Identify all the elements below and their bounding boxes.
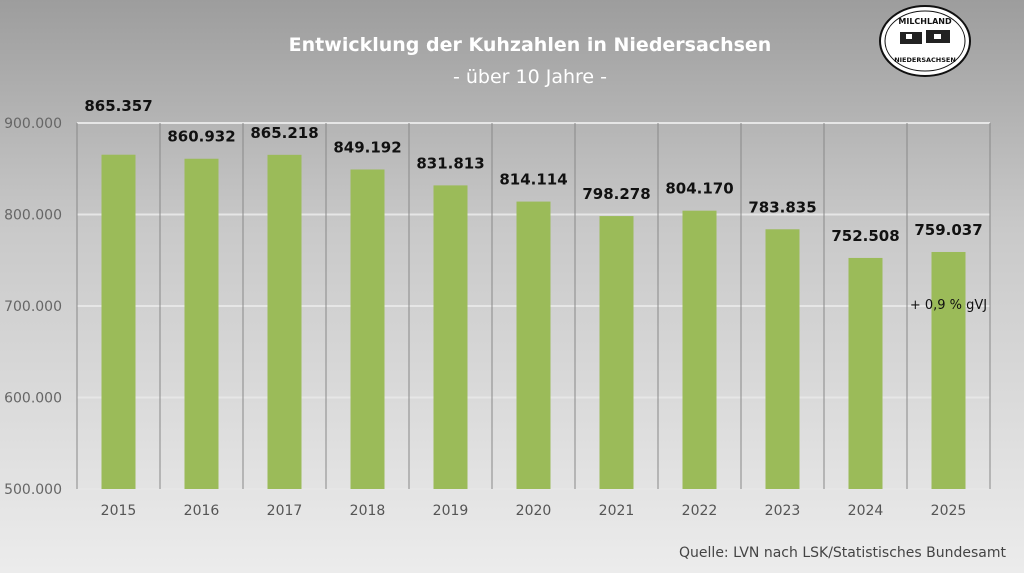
bar: [101, 154, 136, 489]
bar: [682, 210, 717, 489]
bar: [931, 251, 966, 489]
chart-title: Entwicklung der Kuhzahlen in Niedersachs…: [288, 34, 772, 56]
data-label: 752.508: [831, 227, 899, 245]
bar: [433, 185, 468, 489]
y-tick-label: 700.000: [4, 299, 62, 315]
y-tick-label: 600.000: [4, 391, 62, 407]
data-label: 865.218: [250, 124, 318, 142]
x-tick-label: 2016: [184, 503, 220, 519]
y-tick-label: 800.000: [4, 208, 62, 224]
x-tick-label: 2018: [350, 503, 386, 519]
x-tick-label: 2025: [931, 503, 967, 519]
x-tick-label: 2017: [267, 503, 303, 519]
x-tick-label: 2015: [101, 503, 137, 519]
bar: [267, 154, 302, 489]
x-tick-label: 2024: [848, 503, 884, 519]
annotation: + 0,9 % gVJ: [910, 298, 987, 313]
bar: [516, 201, 551, 489]
bar: [350, 169, 385, 489]
svg-text:MILCHLAND: MILCHLAND: [898, 17, 952, 26]
bar: [184, 158, 219, 489]
x-tick-label: 2022: [682, 503, 718, 519]
bar: [599, 216, 634, 489]
y-tick-label: 900.000: [4, 116, 62, 132]
milchland-logo: MILCHLAND NIEDERSACHSEN: [879, 5, 971, 77]
data-label: 849.192: [333, 138, 401, 156]
source-note: Quelle: LVN nach LSK/Statistisches Bunde…: [679, 545, 1006, 561]
y-tick-label: 500.000: [4, 482, 62, 498]
data-label: 860.932: [167, 128, 235, 146]
bar: [848, 257, 883, 489]
chart-subtitle: - über 10 Jahre -: [452, 66, 608, 88]
x-tick-label: 2023: [765, 503, 801, 519]
data-label: 783.835: [748, 198, 816, 216]
data-label: 798.278: [582, 185, 650, 203]
data-label: 831.813: [416, 154, 484, 172]
svg-text:NIEDERSACHSEN: NIEDERSACHSEN: [894, 56, 956, 64]
x-tick-label: 2021: [599, 503, 635, 519]
data-label: 865.357: [84, 97, 152, 115]
x-tick-label: 2019: [433, 503, 469, 519]
data-label: 759.037: [914, 221, 982, 239]
bar: [765, 229, 800, 490]
data-label: 814.114: [499, 171, 567, 189]
x-tick-label: 2020: [516, 503, 552, 519]
data-label: 804.170: [665, 180, 733, 198]
